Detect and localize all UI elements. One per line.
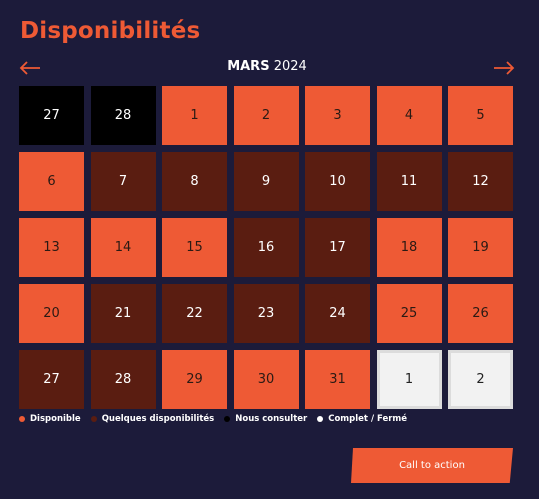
legend-item: Nous consulter: [224, 414, 307, 424]
next-month-arrow-icon[interactable]: [492, 56, 516, 80]
legend-label: Disponible: [30, 414, 81, 424]
calendar-day[interactable]: 9: [233, 152, 299, 211]
calendar-day[interactable]: 3: [305, 86, 370, 145]
legend-label: Nous consulter: [235, 414, 308, 424]
calendar-day[interactable]: 26: [448, 284, 513, 343]
previous-month-arrow-icon[interactable]: [18, 56, 42, 80]
call-to-action-button[interactable]: Call to action: [351, 448, 513, 483]
calendar-day[interactable]: 19: [448, 218, 513, 277]
calendar-day[interactable]: 18: [376, 218, 442, 277]
calendar-day[interactable]: 24: [305, 284, 370, 343]
calendar-day[interactable]: 31: [305, 350, 370, 409]
year: 2024: [273, 59, 307, 74]
month-name: MARS: [227, 59, 270, 74]
calendar-day[interactable]: 17: [305, 218, 370, 277]
calendar-day[interactable]: 16: [233, 218, 299, 277]
calendar-day[interactable]: 25: [376, 284, 442, 343]
calendar-day[interactable]: 27: [19, 350, 84, 409]
legend: Disponible Quelques disponibilités Nous co…: [19, 414, 417, 424]
calendar-day[interactable]: 5: [448, 86, 513, 145]
calendar-day[interactable]: 20: [19, 284, 84, 343]
page-title: Disponibilités: [20, 18, 201, 44]
calendar-day[interactable]: 28: [90, 86, 156, 145]
legend-label: Complet / Fermé: [328, 414, 408, 424]
calendar-day[interactable]: 22: [162, 284, 227, 343]
calendar-day[interactable]: 6: [19, 152, 84, 211]
month-label: MARS 2024: [18, 59, 516, 74]
legend-label: Quelques disponibilités: [101, 414, 215, 424]
calendar-day[interactable]: 21: [90, 284, 156, 343]
calendar-day[interactable]: 15: [162, 218, 227, 277]
calendar-day[interactable]: 4: [376, 86, 442, 145]
calendar-day[interactable]: 11: [376, 152, 442, 211]
calendar-day[interactable]: 10: [305, 152, 370, 211]
calendar-day[interactable]: 7: [90, 152, 156, 211]
month-navigation: MARS 2024: [18, 56, 516, 80]
legend-item: Quelques disponibilités: [90, 414, 215, 424]
legend-dot-icon: [224, 416, 231, 422]
calendar-day[interactable]: 30: [233, 350, 299, 409]
legend-item: Disponible: [19, 414, 81, 424]
calendar-day[interactable]: 8: [162, 152, 227, 211]
calendar-day[interactable]: 14: [90, 218, 156, 277]
calendar-day[interactable]: 23: [233, 284, 299, 343]
calendar-day[interactable]: 28: [90, 350, 156, 409]
legend-dot-icon: [317, 416, 324, 422]
calendar-day[interactable]: 27: [19, 86, 84, 145]
calendar-day[interactable]: 2: [233, 86, 299, 145]
calendar-day[interactable]: 29: [162, 350, 227, 409]
legend-dot-icon: [90, 416, 97, 422]
calendar-day[interactable]: 13: [19, 218, 84, 277]
calendar-day[interactable]: 1: [162, 86, 227, 145]
calendar-day[interactable]: 2: [448, 350, 513, 409]
legend-item: Complet / Fermé: [317, 414, 407, 424]
calendar-day[interactable]: 12: [448, 152, 513, 211]
calendar-day[interactable]: 1: [376, 350, 442, 409]
legend-dot-icon: [19, 416, 25, 422]
